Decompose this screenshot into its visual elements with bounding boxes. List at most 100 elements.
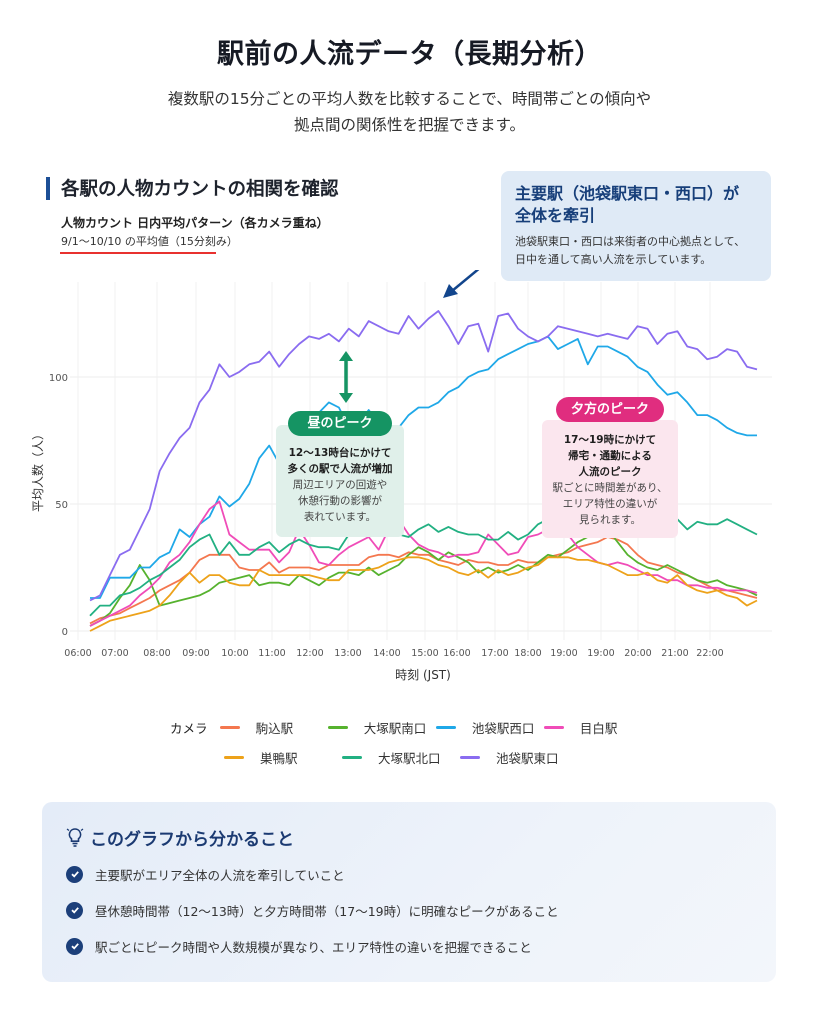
x-tick-label: 12:00 [296, 648, 323, 659]
x-tick-label: 14:00 [373, 648, 400, 659]
legend-label: 池袋駅東口 [496, 750, 559, 766]
section-accent-bar [46, 176, 50, 200]
insights-panel: このグラフから分かること 主要駅がエリア全体の人流を牽引していこと 昼休憩時間帯… [42, 802, 776, 982]
main-callout-title: 主要駅（池袋駅東口・西口）が 全体を牽引 [515, 183, 757, 227]
x-tick-label: 22:00 [696, 648, 723, 659]
main-station-callout: 主要駅（池袋駅東口・西口）が 全体を牽引 池袋駅東口・西口は来街者の中心拠点とし… [501, 171, 771, 281]
series-line-7 [89, 310, 758, 602]
legend-swatch [435, 725, 456, 729]
legend-item[interactable]: 大塚駅北口 [340, 748, 458, 767]
chart-subtitle: 9/1〜10/10 の平均値（15分刻み） [61, 235, 238, 248]
insights-heading: このグラフから分かること [66, 824, 752, 850]
evening-body-line-1: 駅ごとに時間差があり、 [552, 482, 668, 494]
legend-item[interactable]: 駒込駅 [218, 718, 326, 737]
legend-label: 大塚駅南口 [363, 720, 427, 736]
legend-label: 池袋駅西口 [471, 720, 535, 736]
noon-double-arrow-icon [339, 351, 353, 403]
line-chart: 0 50 100 06:00 07:00 08:00 09:00 10:00 11:00 12:… [30, 270, 772, 682]
legend-swatch [224, 755, 244, 759]
x-tick-label: 17:00 [481, 648, 508, 659]
section-title: 各駅の人物カウントの相関を確認 [61, 179, 339, 200]
noon-peak-annotation: 12〜13時台にかけて 多くの駅で人流が増加 周辺エリアの回遊や 休憩行動の影響… [276, 425, 404, 537]
subtitle-line-2: 拠点間の関係性を把握できます。 [294, 116, 525, 134]
evening-bold-line-2: 帰宅・通勤による [568, 450, 652, 462]
check-circle-icon [66, 901, 83, 919]
main-callout-title-line-1: 主要駅（池袋駅東口・西口）が [515, 184, 740, 203]
x-tick-label: 08:00 [143, 648, 170, 659]
series-line-5 [89, 556, 758, 632]
evening-body-line-3: 見られます。 [579, 514, 641, 526]
x-tick-label: 07:00 [101, 648, 128, 659]
insight-text: 昼休憩時間帯（12〜13時）と夕方時間帯（17〜19時）に明確なピークがあること [95, 903, 559, 919]
y-tick-label: 50 [55, 500, 68, 511]
x-tick-label: 06:00 [64, 648, 91, 659]
chart-series [89, 310, 758, 632]
x-tick-label: 13:00 [334, 648, 361, 659]
x-tick-label: 21:00 [661, 648, 688, 659]
series-line-4 [89, 500, 758, 627]
legend-swatch [342, 755, 362, 759]
section-heading: 各駅の人物カウントの相関を確認 [46, 176, 339, 200]
series-line-1 [89, 536, 758, 625]
chart-legend: カメラ 駒込駅 大塚駅南口 池袋駅西口 目白駅 巣鴨駅 大塚駅北口 池袋駅東口 [170, 712, 650, 772]
legend-label: 巣鴨駅 [260, 750, 298, 766]
check-circle-icon [66, 865, 83, 883]
y-axis-ticks: 0 50 100 [49, 373, 68, 638]
x-tick-label: 19:00 [587, 648, 614, 659]
series-line-2 [89, 528, 758, 627]
legend-row-1: カメラ 駒込駅 大塚駅南口 池袋駅西口 目白駅 [170, 712, 650, 742]
legend-swatch [327, 725, 348, 729]
x-tick-label: 10:00 [221, 648, 248, 659]
insight-item: 主要駅がエリア全体の人流を牽引していこと [66, 862, 752, 886]
x-tick-label: 19:00 [550, 648, 577, 659]
lightbulb-icon [66, 828, 84, 847]
page-subtitle: 複数駅の15分ごとの平均人数を比較することで、時間帯ごとの傾向や 拠点間の関係性… [0, 86, 819, 138]
noon-body-line-3: 表れています。 [303, 511, 377, 523]
insight-item: 昼休憩時間帯（12〜13時）と夕方時間帯（17〜19時）に明確なピークがあること [66, 898, 752, 922]
legend-row-2: 巣鴨駅 大塚駅北口 池袋駅東口 [170, 742, 650, 772]
legend-item[interactable]: 池袋駅東口 [458, 748, 576, 767]
noon-bold-line-2: 多くの駅で人流が増加 [287, 463, 393, 475]
check-circle-icon [66, 937, 83, 955]
subtitle-line-1: 複数駅の15分ごとの平均人数を比較することで、時間帯ごとの傾向や [167, 90, 652, 108]
legend-item[interactable]: 目白駅 [542, 718, 650, 737]
evening-bold-line-3: 人流のピーク [578, 466, 642, 478]
y-tick-label: 100 [49, 373, 68, 384]
x-tick-label: 16:00 [443, 648, 470, 659]
y-tick-label: 0 [62, 627, 68, 638]
x-axis-label: 時刻 (JST) [395, 668, 451, 682]
x-tick-label: 09:00 [182, 648, 209, 659]
noon-body-line-2: 休憩行動の影響が [298, 495, 382, 507]
chart-title: 人物カウント 日内平均パターン（各カメラ重ね） [61, 216, 329, 230]
legend-label: 大塚駅北口 [378, 750, 441, 766]
legend-label: 目白駅 [579, 720, 618, 736]
x-tick-label: 18:00 [514, 648, 541, 659]
main-callout-body: 池袋駅東口・西口は来街者の中心拠点として、 日中を通して高い人流を示しています。 [515, 233, 757, 269]
x-tick-label: 20:00 [624, 648, 651, 659]
legend-item[interactable]: 大塚駅南口 [326, 718, 434, 737]
x-tick-label: 11:00 [258, 648, 285, 659]
insight-item: 駅ごとにピーク時間や人数規模が異なり、エリア特性の違いを把握できること [66, 934, 752, 958]
legend-title: カメラ [170, 720, 208, 736]
evening-bold-line-1: 17〜19時にかけて [563, 434, 657, 446]
x-tick-label: 15:00 [411, 648, 438, 659]
legend-item[interactable]: 巣鴨駅 [222, 748, 340, 767]
legend-item[interactable]: 池袋駅西口 [434, 718, 542, 737]
page-title: 駅前の人流データ（長期分析） [217, 39, 602, 70]
y-axis-label: 平均人数（人） [30, 428, 45, 512]
main-callout-body-line-1: 池袋駅東口・西口は来街者の中心拠点として、 [515, 235, 746, 248]
evening-peak-badge: 夕方のピーク [556, 397, 664, 422]
noon-body-line-1: 周辺エリアの回遊や [292, 479, 388, 491]
chart-subtitle-underline [60, 252, 216, 254]
noon-peak-badge: 昼のピーク [288, 411, 392, 436]
evening-peak-annotation: 17〜19時にかけて 帰宅・通勤による 人流のピーク 駅ごとに時間差があり、 エ… [542, 420, 678, 538]
main-callout-body-line-2: 日中を通して高い人流を示しています。 [515, 253, 712, 266]
legend-swatch [543, 725, 564, 729]
arrow-to-main-series-icon [443, 270, 480, 298]
legend-swatch [219, 725, 240, 729]
legend-label: 駒込駅 [255, 720, 294, 736]
noon-bold-line-1: 12〜13時台にかけて [288, 447, 392, 459]
main-callout-title-line-2: 全体を牽引 [515, 206, 596, 225]
legend-swatch [460, 755, 480, 759]
evening-body-line-2: エリア特性の違いが [562, 498, 658, 510]
